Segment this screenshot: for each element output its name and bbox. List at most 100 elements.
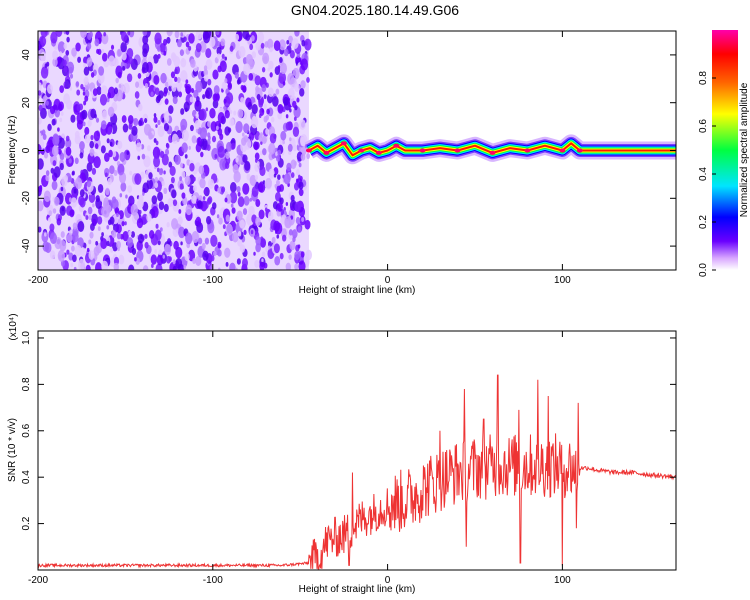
noise-blob xyxy=(142,48,148,58)
noise-blob xyxy=(127,31,131,36)
noise-blob xyxy=(50,167,55,174)
noise-blob xyxy=(188,145,191,150)
noise-blob xyxy=(158,168,164,176)
noise-blob xyxy=(200,151,204,158)
noise-blob xyxy=(163,170,166,175)
noise-blob xyxy=(270,116,275,123)
noise-blob xyxy=(93,130,101,142)
noise-blob xyxy=(285,121,292,131)
noise-blob xyxy=(153,156,161,168)
noise-blob xyxy=(260,140,263,145)
ridge-peak xyxy=(323,150,330,155)
noise-blob xyxy=(86,57,93,67)
noise-blob xyxy=(169,165,176,176)
noise-blob xyxy=(223,98,227,104)
noise-blob xyxy=(261,135,267,144)
noise-blob xyxy=(154,87,160,95)
noise-blob xyxy=(52,160,57,167)
noise-blob xyxy=(172,227,179,238)
noise-blob xyxy=(243,63,251,76)
bottom-y-tick-label: 0.4 xyxy=(21,470,32,484)
noise-blob xyxy=(65,138,72,149)
noise-blob xyxy=(167,238,172,245)
noise-blob xyxy=(191,254,195,259)
noise-blob xyxy=(242,154,248,163)
colorbar-tick-label: 0.4 xyxy=(698,167,709,181)
noise-blob xyxy=(217,243,221,249)
noise-blob xyxy=(118,83,122,89)
noise-blob xyxy=(133,117,139,127)
noise-blob xyxy=(242,183,250,195)
noise-blob xyxy=(59,162,64,171)
noise-blob xyxy=(287,73,295,85)
noise-blob xyxy=(72,254,77,263)
noise-blob xyxy=(154,176,159,183)
noise-blob xyxy=(195,128,199,133)
noise-blob xyxy=(89,231,94,239)
noise-blob xyxy=(101,48,105,54)
noise-blob xyxy=(236,185,241,193)
noise-blob xyxy=(100,85,108,97)
noise-blob xyxy=(157,53,161,59)
noise-blob xyxy=(152,54,159,64)
noise-blob xyxy=(237,230,242,237)
noise-blob xyxy=(163,50,167,56)
noise-blob xyxy=(236,210,243,221)
noise-blob xyxy=(176,85,181,92)
top-x-tick-label: 0 xyxy=(385,275,391,286)
noise-blob xyxy=(83,100,87,106)
colorbar-tick-label: 0.0 xyxy=(698,263,709,277)
noise-blob xyxy=(236,79,241,85)
noise-blob xyxy=(119,151,126,162)
noise-blob xyxy=(305,41,308,46)
noise-blob xyxy=(93,246,100,257)
noise-blob xyxy=(272,201,279,210)
noise-blob xyxy=(81,109,88,120)
noise-blob xyxy=(286,40,290,45)
noise-blob xyxy=(69,73,74,79)
noise-blob xyxy=(205,107,209,112)
figure-title: GN04.2025.180.14.49.G06 xyxy=(291,2,459,18)
noise-blob xyxy=(57,137,65,149)
noise-blob xyxy=(109,216,115,225)
noise-blob xyxy=(261,84,267,93)
noise-blob xyxy=(141,153,146,160)
noise-blob xyxy=(210,234,218,247)
noise-blob xyxy=(121,115,127,123)
noise-blob xyxy=(267,211,274,221)
noise-blob xyxy=(283,96,289,106)
noise-blob xyxy=(291,37,299,50)
noise-blob xyxy=(163,122,170,132)
noise-blob xyxy=(209,36,216,48)
noise-blob xyxy=(155,223,159,229)
noise-blob xyxy=(269,47,273,53)
noise-blob xyxy=(111,230,117,238)
noise-blob xyxy=(67,233,73,243)
noise-blob xyxy=(230,182,237,193)
noise-blob xyxy=(82,121,86,127)
noise-blob xyxy=(138,103,143,112)
noise-blob xyxy=(251,186,259,198)
noise-blob xyxy=(160,72,167,84)
noise-blob xyxy=(61,176,68,187)
noise-blob xyxy=(293,182,300,191)
noise-blob xyxy=(222,224,226,229)
noise-blob xyxy=(174,65,180,75)
noise-blob xyxy=(183,101,190,112)
noise-blob xyxy=(41,231,49,243)
noise-blob xyxy=(212,202,217,210)
noise-blob xyxy=(304,219,311,230)
noise-blob xyxy=(87,32,92,41)
noise-blob xyxy=(189,162,195,172)
noise-blob xyxy=(157,46,161,52)
noise-blob xyxy=(284,216,292,229)
noise-blob xyxy=(80,83,84,90)
noise-blob xyxy=(298,174,301,179)
noise-blob xyxy=(43,151,48,159)
bottom-x-tick-label: -200 xyxy=(28,575,48,586)
noise-blob xyxy=(252,115,257,122)
noise-blob xyxy=(181,192,186,199)
noise-blob xyxy=(201,242,206,250)
noise-blob xyxy=(181,129,189,142)
